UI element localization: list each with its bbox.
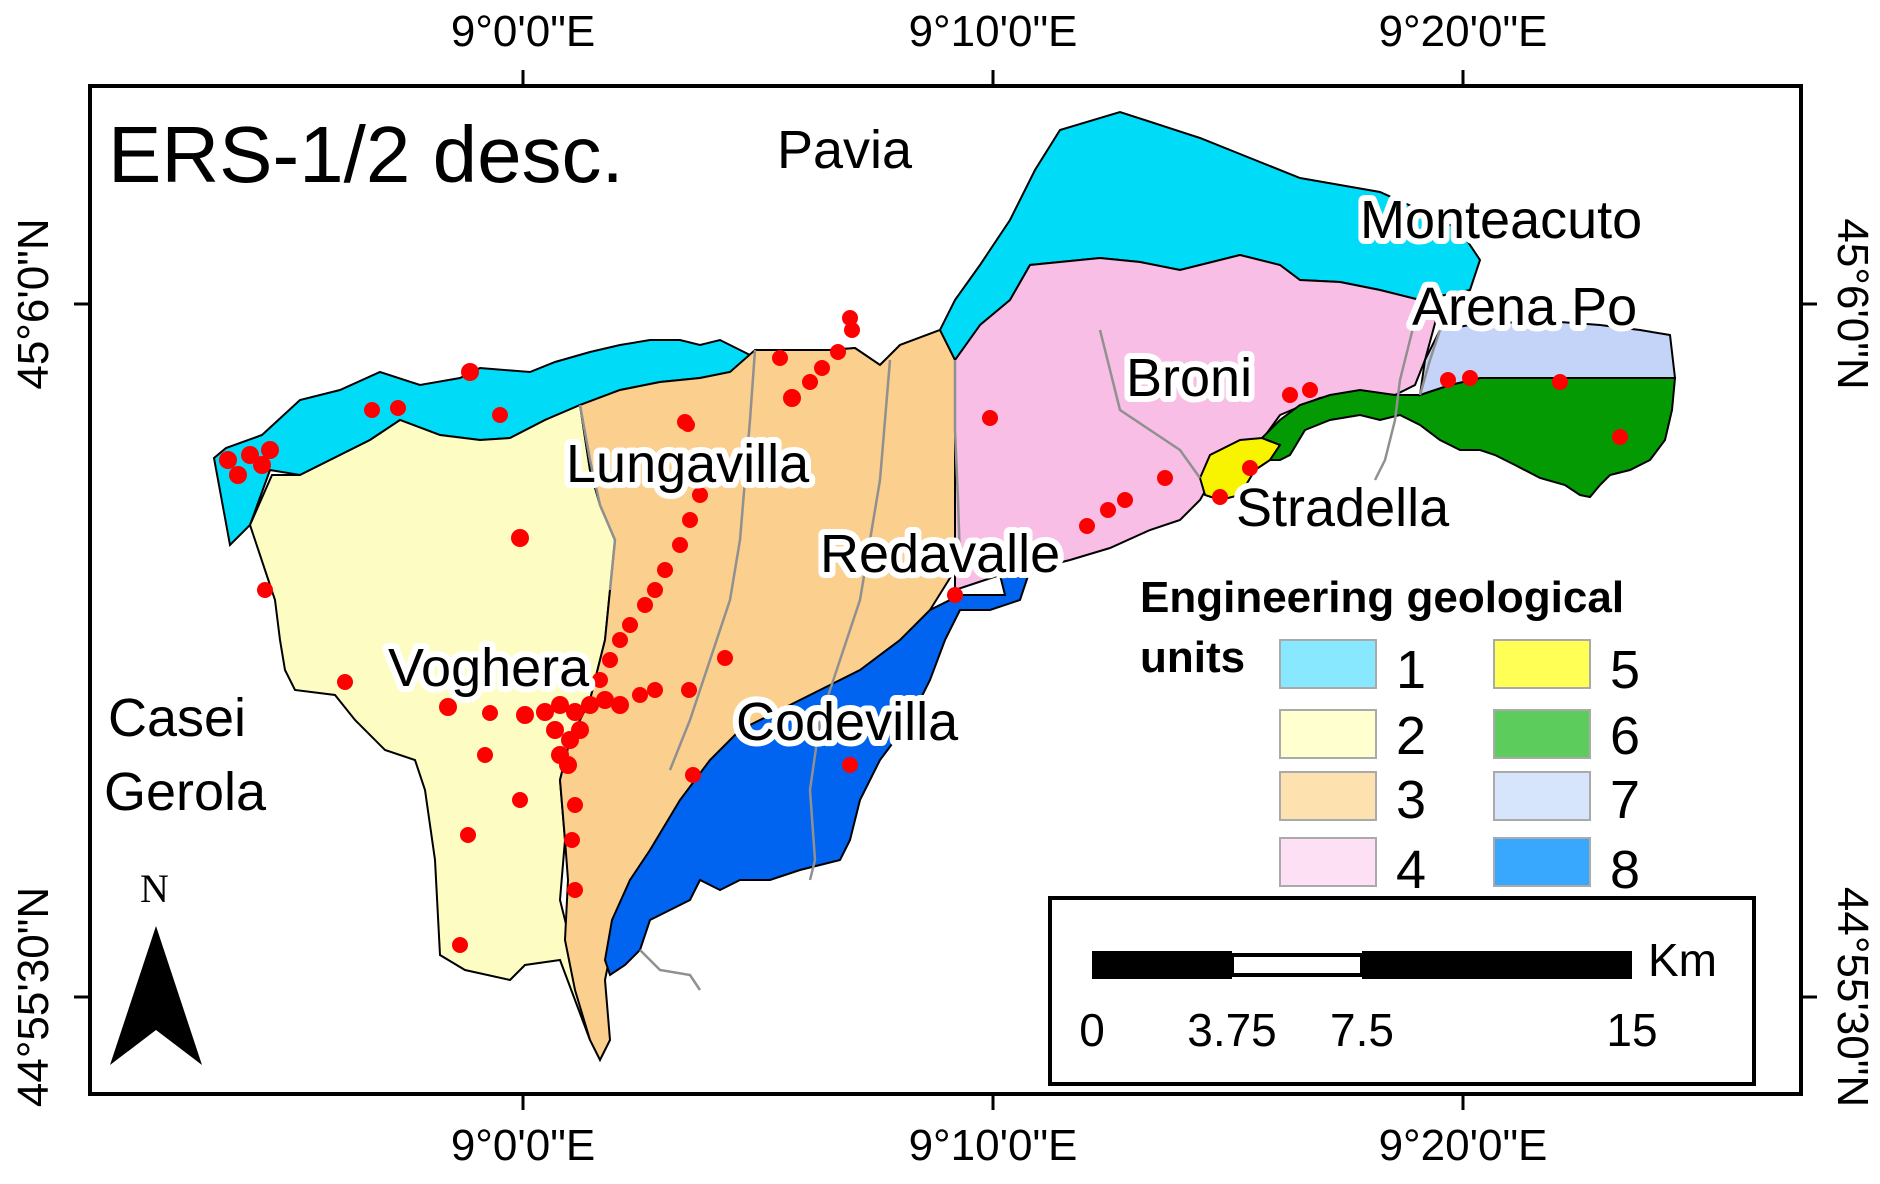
geological-units [212,110,1677,1063]
north-letter: N [140,866,169,911]
legend-title-line1: Engineering geological [1140,573,1624,622]
place-label-lungavilla: Lungavilla [566,434,810,494]
legend-swatch-4 [1279,837,1377,887]
legend-label-5: 5 [1610,640,1640,700]
right-tick-label-1: 45°6'0"N [1828,218,1877,389]
left-tick-label-2: 44°55'30"N [9,887,58,1107]
legend-label-3: 3 [1396,770,1426,830]
ps-points [219,310,1628,953]
legend-swatch-8 [1493,837,1591,887]
place-label-casei: Casei [108,688,246,748]
legend-label-2: 2 [1396,706,1426,766]
legend-label-8: 8 [1610,840,1640,900]
place-label-redavalle: Redavalle [820,524,1060,584]
scale-label-0: 0 [1079,1004,1105,1056]
top-tick-label-2: 9°10'0"E [909,7,1078,56]
map-title: ERS-1/2 desc. [108,110,624,199]
unit-7-area [1418,321,1677,397]
place-label-codevilla: Codevilla [736,692,959,752]
frame-ticks [74,70,1817,1110]
legend: Engineering geological units 1 2 3 4 5 6… [1140,573,1640,900]
scale-label-7-5: 7.5 [1330,1004,1394,1056]
place-label-broni: Broni [1126,348,1252,408]
place-label-arena-po: Arena Po [1412,277,1637,337]
legend-swatch-2 [1279,709,1377,759]
bottom-tick-label-3: 9°20'0"E [1379,1121,1548,1170]
bottom-tick-label-2: 9°10'0"E [909,1121,1078,1170]
top-tick-label-1: 9°0'0"E [451,7,595,56]
place-label-monteacuto: Monteacuto [1360,190,1642,250]
legend-swatch-1 [1279,639,1377,689]
legend-label-4: 4 [1396,840,1426,900]
legend-label-7: 7 [1610,770,1640,830]
legend-swatch-6 [1493,709,1591,759]
scale-bar: Km 0 3.75 7.5 15 [1048,896,1756,1086]
left-tick-label-1: 45°6'0"N [9,218,58,389]
north-arrow-icon: N [110,866,202,1065]
unit-8-area [603,568,1032,977]
right-tick-label-2: 44°55'30"N [1828,887,1877,1107]
legend-swatch-3 [1279,771,1377,821]
legend-label-6: 6 [1610,706,1640,766]
scale-label-15: 15 [1606,1004,1657,1056]
place-label-gerola: Gerola [104,762,267,822]
place-label-stradella: Stradella [1236,478,1450,538]
top-tick-label-3: 9°20'0"E [1379,7,1548,56]
legend-swatch-5 [1493,639,1591,689]
river-lines [578,299,1442,991]
legend-title-line2: units [1140,633,1245,682]
place-label-voghera: Voghera [388,638,590,698]
scale-unit: Km [1648,934,1717,986]
legend-swatch-7 [1493,771,1591,821]
legend-label-1: 1 [1396,640,1426,700]
scale-label-3-75: 3.75 [1187,1004,1277,1056]
place-label-pavia: Pavia [777,120,913,180]
bottom-tick-label-1: 9°0'0"E [451,1121,595,1170]
scale-bar-box [1048,896,1756,1086]
